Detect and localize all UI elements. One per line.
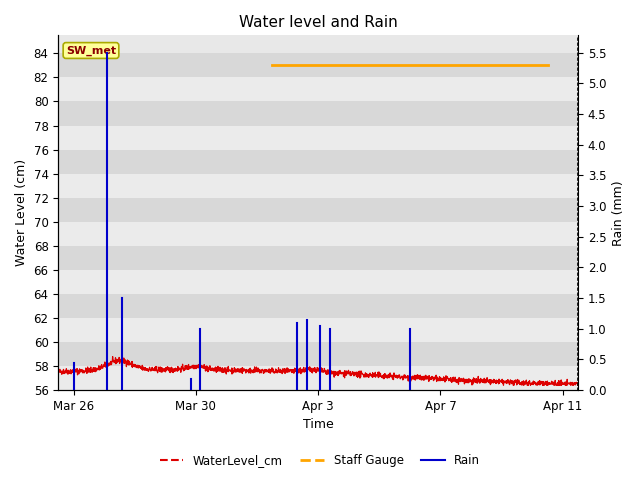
Bar — [58, 366, 578, 390]
Bar — [58, 318, 578, 342]
Bar — [58, 77, 578, 101]
Text: SW_met: SW_met — [66, 46, 116, 56]
Y-axis label: Water Level (cm): Water Level (cm) — [15, 159, 28, 266]
Bar — [58, 174, 578, 198]
Bar — [58, 342, 578, 366]
Bar — [58, 246, 578, 270]
Legend: WaterLevel_cm, Staff Gauge, Rain: WaterLevel_cm, Staff Gauge, Rain — [155, 449, 485, 472]
Bar — [58, 198, 578, 222]
Bar — [58, 150, 578, 174]
Bar — [58, 126, 578, 150]
Title: Water level and Rain: Water level and Rain — [239, 15, 397, 30]
Bar — [58, 222, 578, 246]
Bar — [58, 270, 578, 294]
X-axis label: Time: Time — [303, 419, 333, 432]
Bar — [58, 294, 578, 318]
Bar — [58, 53, 578, 77]
Bar — [58, 101, 578, 126]
Y-axis label: Rain (mm): Rain (mm) — [612, 180, 625, 246]
